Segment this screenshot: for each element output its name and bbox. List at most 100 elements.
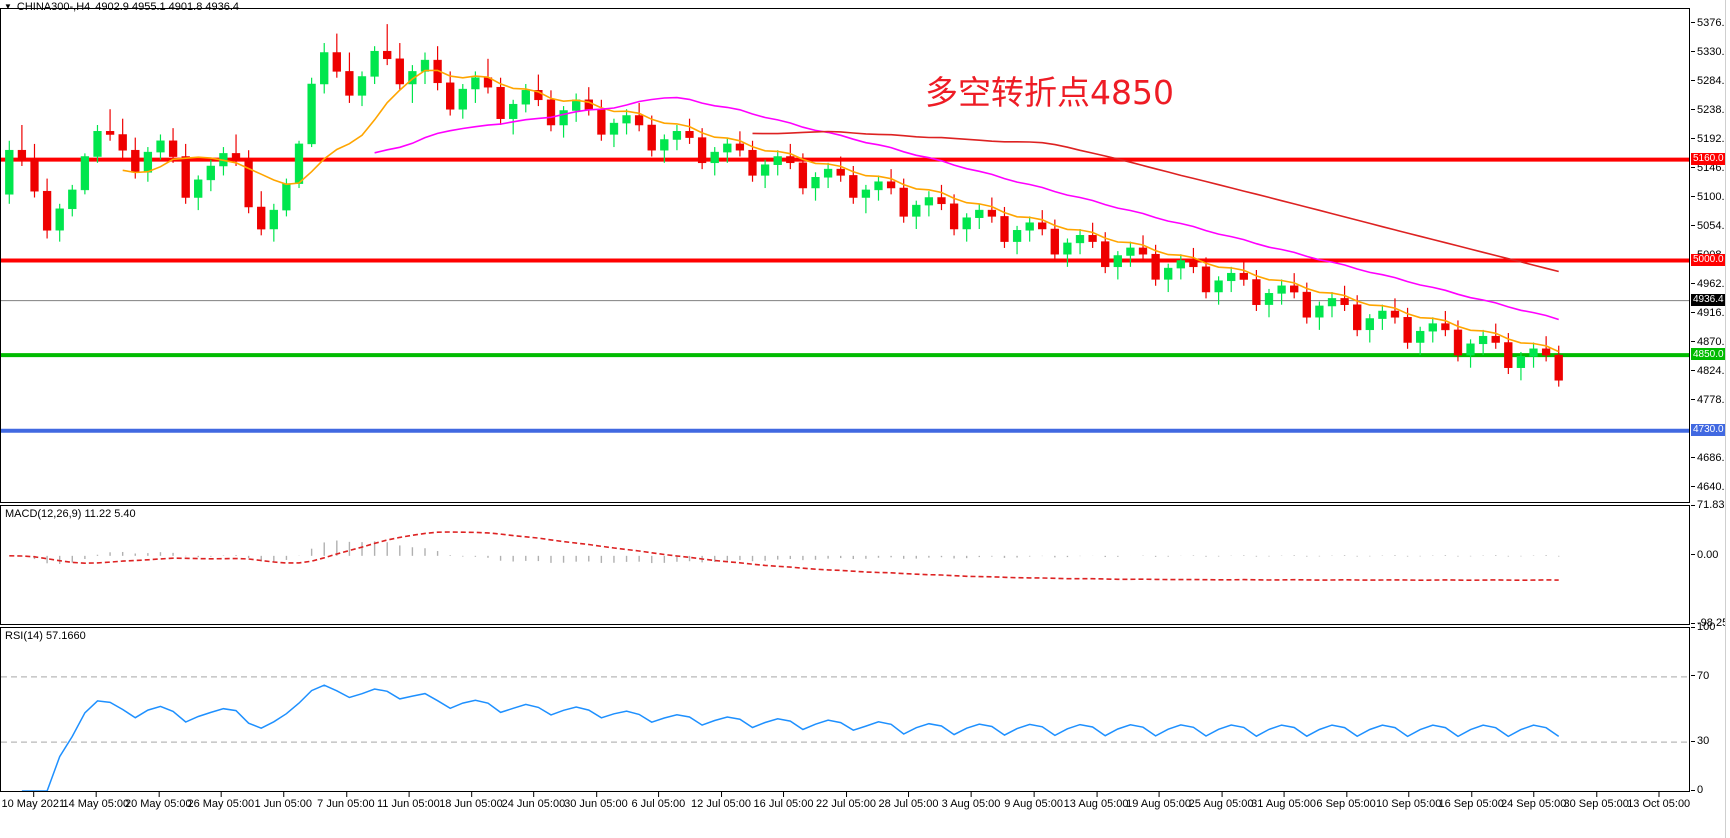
tick-label: 4870.0 <box>1697 335 1730 348</box>
macd-value-axis[interactable]: 71.83 0.00 -98.25 <box>1691 499 1730 629</box>
time-axis-tick: 9 Aug 05:00 <box>1004 792 1063 810</box>
tick-mark <box>470 792 472 797</box>
tick-mark <box>721 792 722 797</box>
tick-mark <box>220 792 222 797</box>
tick-label: 70 <box>1697 669 1710 682</box>
tick-dash <box>1691 196 1695 197</box>
time-axis-tick: 28 Jul 05:00 <box>879 792 938 810</box>
tick-mark <box>283 792 285 797</box>
tick-mark <box>1283 792 1285 797</box>
tick-label: 100 <box>1697 621 1716 633</box>
tick-label: 4916.0 <box>1697 306 1730 319</box>
price-axis-tick: 5192.0 <box>1691 133 1730 145</box>
tick-mark <box>783 792 785 797</box>
macd-panel[interactable]: MACD(12,26,9) 11.22 5.40 <box>0 505 1690 625</box>
tick-mark <box>345 792 347 797</box>
tick-label: 5330.0 <box>1697 45 1730 58</box>
rsi-plot[interactable] <box>1 628 1689 791</box>
time-axis-tick: 1 Jun 05:00 <box>255 792 312 810</box>
tick-label: 5284.0 <box>1697 74 1730 87</box>
price-canvas[interactable] <box>1 9 1689 502</box>
tick-dash <box>1691 167 1695 168</box>
tick-dash <box>1691 457 1695 458</box>
time-axis-tick: 22 Jul 05:00 <box>816 792 876 810</box>
time-axis-tick: 16 Sep 05:00 <box>1438 792 1504 810</box>
tick-label: 5100.0 <box>1697 190 1730 203</box>
rsi-panel[interactable]: RSI(14) 57.1660 <box>0 627 1690 792</box>
triangle-down-icon[interactable]: ▼ <box>4 2 12 11</box>
rsi-canvas[interactable] <box>1 628 1689 791</box>
tick-mark <box>595 792 597 797</box>
tick-mark <box>1033 792 1035 797</box>
macd-axis-tick: -98.25 <box>1691 617 1730 629</box>
tick-mark <box>158 792 160 797</box>
price-axis-tick: 4686.0 <box>1691 452 1730 464</box>
time-axis-tick: 26 May 05:00 <box>187 792 254 810</box>
price-axis-tick: 4916.0 <box>1691 307 1730 319</box>
time-axis-tick: 6 Sep 05:00 <box>1316 792 1376 810</box>
price-axis-tick: 5054.0 <box>1691 220 1730 232</box>
macd-canvas[interactable] <box>1 506 1689 624</box>
tick-dash <box>1691 138 1695 139</box>
time-axis-tick: 13 Oct 05:00 <box>1627 792 1690 810</box>
time-axis-tick: 30 Sep 05:00 <box>1563 792 1629 810</box>
time-axis-tick: 30 Jun 05:00 <box>564 792 628 810</box>
tick-dash <box>1691 22 1695 23</box>
tick-label: 4824.0 <box>1697 364 1730 377</box>
price-axis-tick: 5284.0 <box>1691 75 1730 87</box>
tick-label: 4640.0 <box>1697 480 1730 493</box>
price-axis-tick: 4870.0 <box>1691 336 1730 348</box>
price-plot[interactable] <box>1 9 1689 502</box>
tick-label: -98.25 <box>1697 617 1729 629</box>
tick-mark <box>846 792 847 797</box>
macd-axis-tick: 71.83 <box>1691 499 1730 511</box>
chart-header: ▼ CHINA300-,H4 4902.9 4955.1 4901.8 4936… <box>0 0 239 14</box>
price-axis-tick: 5100.0 <box>1691 191 1730 203</box>
ohlc-values: 4902.9 4955.1 4901.8 4936.4 <box>95 1 240 13</box>
tick-mark <box>970 792 972 797</box>
rsi-label: RSI(14) 57.1660 <box>5 630 86 642</box>
rsi-axis-tick: 100 <box>1691 621 1730 633</box>
tick-mark <box>1471 792 1473 797</box>
resistance-5000-badge[interactable]: 5000.0 <box>1691 253 1730 266</box>
price-axis-tick: 5330.0 <box>1691 46 1730 58</box>
tick-label: 5192.0 <box>1697 132 1730 145</box>
tick-mark <box>1658 792 1660 797</box>
resistance-5160-badge[interactable]: 5160.0 <box>1691 152 1730 165</box>
tick-mark <box>1533 792 1535 797</box>
tick-mark <box>1346 792 1348 797</box>
current-price-4936-badge[interactable]: 4936.4 <box>1691 293 1730 306</box>
time-axis-tick: 10 May 2021 <box>1 792 65 810</box>
price-panel[interactable] <box>0 8 1690 503</box>
rsi-value-axis[interactable]: 100 70 30 0 <box>1691 621 1730 796</box>
tick-dash <box>1691 399 1695 400</box>
rsi-axis-tick: 70 <box>1691 670 1730 682</box>
time-axis[interactable]: 10 May 2021 14 May 05:00 20 May 05:00 26 Ma… <box>0 792 1690 838</box>
time-axis-tick: 20 May 05:00 <box>125 792 192 810</box>
tick-dash <box>1691 626 1695 628</box>
rsi-axis-tick: 0 <box>1691 784 1730 796</box>
time-axis-tick: 11 Jun 05:00 <box>377 792 440 810</box>
time-axis-tick: 19 Aug 05:00 <box>1126 792 1191 810</box>
price-axis-tick: 4962.0 <box>1691 278 1730 290</box>
tick-mark <box>95 792 97 797</box>
tick-dash <box>1691 789 1695 791</box>
macd-plot[interactable] <box>1 506 1689 624</box>
price-axis-tick: 4824.0 <box>1691 365 1730 377</box>
pivot-4850-badge[interactable]: 4850.0 <box>1691 348 1730 361</box>
time-axis-tick: 16 Jul 05:00 <box>754 792 813 810</box>
right-gutter <box>1725 0 1730 838</box>
price-value-axis[interactable]: 5376.0 5330.0 5284.0 5238.0 5192.0 5146.0 5100… <box>1691 8 1730 503</box>
support-4730-badge[interactable]: 4730.0 <box>1691 423 1730 436</box>
tick-mark <box>1596 792 1598 797</box>
tick-dash <box>1691 622 1695 624</box>
time-axis-tick: 13 Aug 05:00 <box>1064 792 1129 810</box>
tick-label: 0 <box>1697 784 1704 796</box>
tick-mark <box>1096 792 1098 797</box>
tick-label: 30 <box>1697 735 1710 748</box>
time-axis-tick: 24 Sep 05:00 <box>1501 792 1566 810</box>
tick-label: 4686.0 <box>1697 451 1730 464</box>
tick-dash <box>1691 109 1695 110</box>
time-axis-tick: 14 May 05:00 <box>62 792 129 810</box>
tick-dash <box>1691 740 1695 742</box>
